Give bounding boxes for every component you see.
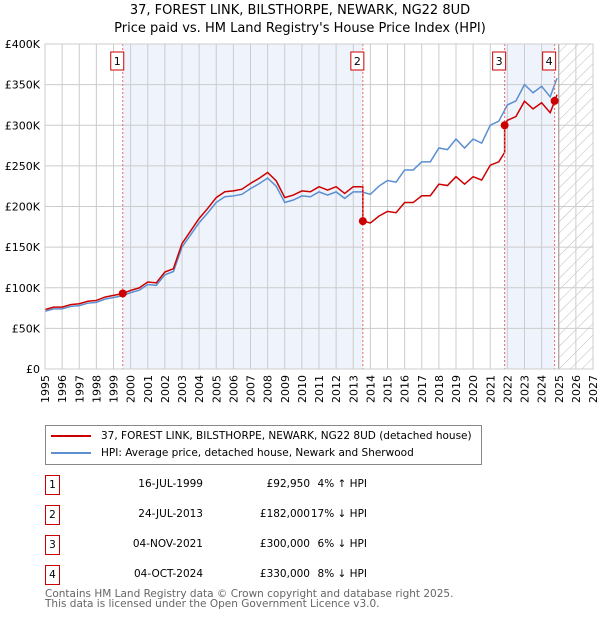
sale-number: 2	[45, 505, 60, 525]
sale-date: 04-OCT-2024	[134, 568, 203, 580]
x-tick-label: 2015	[382, 375, 395, 403]
x-tick-label: 2022	[501, 375, 514, 403]
sale-hpi-diff: 6% ↓ HPI	[317, 538, 367, 550]
sale-date: 16-JUL-1999	[138, 478, 203, 490]
x-tick-label: 2002	[159, 375, 172, 403]
x-tick-label: 1997	[73, 375, 86, 403]
footer-line-2: This data is licensed under the Open Gov…	[45, 598, 380, 610]
x-tick-label: 2021	[484, 375, 497, 403]
sale-number: 4	[45, 565, 60, 585]
sale-point	[550, 96, 559, 105]
sale-row: 3 04-NOV-2021 £300,000 6% ↓ HPI	[45, 535, 425, 555]
sale-row: 4 04-OCT-2024 £330,000 8% ↓ HPI	[45, 565, 425, 585]
y-tick-label: £150K	[5, 241, 41, 254]
x-tick-label: 1998	[90, 375, 103, 403]
sale-marker-box	[110, 51, 125, 71]
x-tick-label: 2008	[262, 375, 275, 403]
sale-row: 2 24-JUL-2013 £182,000 17% ↓ HPI	[45, 505, 425, 525]
sale-hpi-diff: 17% ↓ HPI	[310, 508, 367, 520]
y-tick-label: £0	[26, 363, 40, 376]
x-tick-label: 2018	[433, 375, 446, 403]
x-tick-label: 2023	[519, 375, 532, 403]
x-tick-label: 1996	[56, 375, 69, 403]
footer-line-1: Contains HM Land Registry data © Crown c…	[45, 588, 454, 600]
y-tick-label: £100K	[5, 282, 41, 295]
x-tick-label: 2014	[364, 375, 377, 403]
sale-date: 24-JUL-2013	[138, 508, 203, 520]
sale-marker-box	[492, 51, 507, 71]
sale-hpi-diff: 8% ↓ HPI	[317, 568, 367, 580]
sale-point	[118, 289, 127, 298]
x-tick-label: 2024	[536, 375, 549, 403]
x-tick-label: 2001	[142, 375, 155, 403]
legend-label-price: 37, FOREST LINK, BILSTHORPE, NEWARK, NG2…	[101, 430, 472, 442]
x-tick-label: 2006	[227, 375, 240, 403]
x-tick-label: 2010	[296, 375, 309, 403]
sale-price: £330,000	[259, 568, 310, 580]
sale-date: 04-NOV-2021	[132, 538, 203, 550]
x-tick-label: 2025	[553, 375, 566, 403]
sale-hpi-diff: 4% ↑ HPI	[317, 478, 367, 490]
sale-number: 1	[45, 475, 60, 495]
x-tick-label: 2027	[587, 375, 600, 403]
legend-swatch-red	[51, 435, 91, 437]
sale-marker-label: 4	[546, 55, 553, 68]
sale-marker-label: 3	[496, 55, 503, 68]
sale-marker-box	[542, 51, 557, 71]
chart-subtitle: Price paid vs. HM Land Registry's House …	[114, 21, 486, 36]
x-tick-label: 2016	[399, 375, 412, 403]
y-tick-label: £50K	[12, 322, 41, 335]
sale-point	[358, 217, 367, 226]
y-tick-label: £300K	[5, 119, 41, 132]
plot-border	[44, 43, 594, 370]
x-tick-label: 2005	[210, 375, 223, 403]
legend-item-price: 37, FOREST LINK, BILSTHORPE, NEWARK, NG2…	[51, 430, 472, 442]
legend-item-hpi: HPI: Average price, detached house, Newa…	[51, 447, 414, 459]
plot-area: 1995 1996 1997 1998 1999 2000 2001 2002 2003 2004…	[5, 38, 600, 403]
x-tick-label: 2007	[245, 375, 258, 403]
x-tick-label: 2020	[467, 375, 480, 403]
x-tick-label: 1999	[108, 375, 121, 403]
legend-label-hpi: HPI: Average price, detached house, Newa…	[101, 447, 414, 459]
x-tick-label: 1995	[39, 375, 52, 403]
sale-marker-label: 1	[114, 55, 121, 68]
y-tick-label: £250K	[5, 160, 41, 173]
x-tick-label: 2013	[347, 375, 360, 403]
price-paid-line	[44, 94, 558, 311]
x-tick-label: 2003	[176, 375, 189, 403]
x-tick-label: 2000	[125, 375, 138, 403]
x-tick-label: 2012	[330, 375, 343, 403]
sale-marker-label: 2	[354, 55, 361, 68]
y-tick-label: £350K	[5, 79, 41, 92]
footer: Contains HM Land Registry data © Crown c…	[45, 588, 454, 610]
legend-swatch-blue	[51, 452, 91, 454]
sale-price: £92,950	[266, 478, 310, 490]
x-tick-label: 2019	[450, 375, 463, 403]
sale-price: £182,000	[259, 508, 310, 520]
y-tick-label: £400K	[5, 38, 41, 51]
x-tick-label: 2004	[193, 375, 206, 403]
chart-title: 37, FOREST LINK, BILSTHORPE, NEWARK, NG2…	[129, 3, 471, 18]
y-tick-label: £200K	[5, 201, 41, 214]
sale-marker-box	[350, 51, 365, 71]
x-tick-label: 2026	[570, 375, 583, 403]
sale-price: £300,000	[259, 538, 310, 550]
x-tick-label: 2017	[416, 375, 429, 403]
hpi-line	[44, 77, 558, 313]
sale-row: 1 16-JUL-1999 £92,950 4% ↑ HPI	[45, 475, 425, 495]
x-tick-label: 2009	[279, 375, 292, 403]
x-tick-label: 2011	[313, 375, 326, 403]
sale-point	[500, 121, 509, 130]
sale-number: 3	[45, 535, 60, 555]
legend: 37, FOREST LINK, BILSTHORPE, NEWARK, NG2…	[45, 425, 482, 465]
